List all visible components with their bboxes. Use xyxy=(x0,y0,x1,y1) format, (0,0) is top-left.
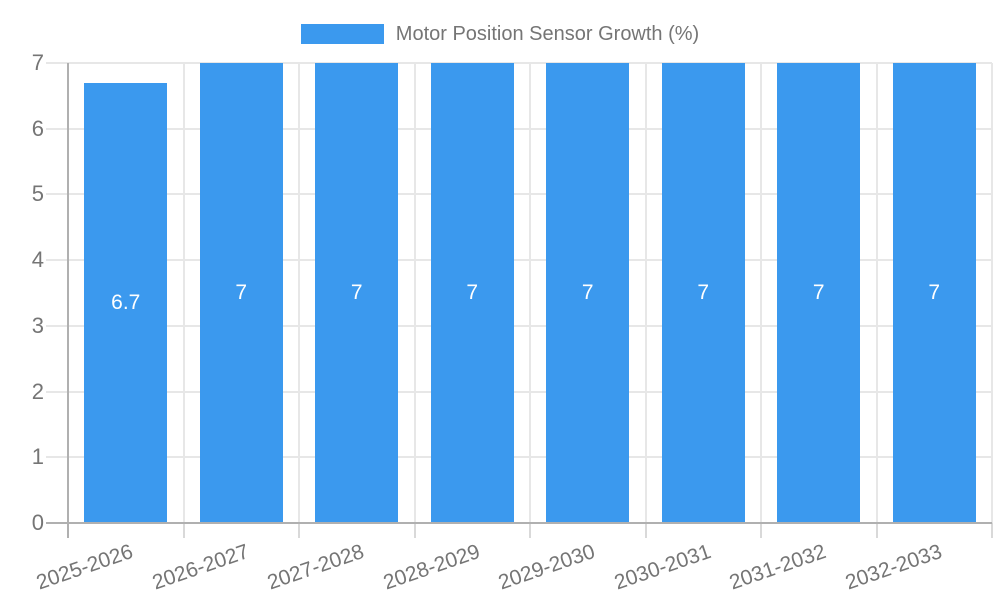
x-gridline xyxy=(991,63,993,523)
bar[interactable] xyxy=(199,63,283,523)
bar[interactable] xyxy=(315,63,399,523)
y-tick xyxy=(46,259,68,262)
x-tick xyxy=(529,523,531,538)
y-tick xyxy=(46,62,68,64)
y-tick xyxy=(46,390,68,393)
y-axis-label: 6 xyxy=(31,115,44,141)
x-gridline xyxy=(182,63,185,523)
x-axis-label: 2031-2032 xyxy=(726,540,830,595)
bar-value-label: 7 xyxy=(697,281,710,304)
bar-value-label: 7 xyxy=(466,281,479,304)
y-tick xyxy=(46,456,68,459)
bar-value-label: 6.7 xyxy=(111,290,141,314)
y-axis-label: 4 xyxy=(31,247,44,273)
bar-value-label: 7 xyxy=(235,281,248,304)
x-axis-label: 2029-2030 xyxy=(495,540,599,595)
x-gridline xyxy=(760,63,762,523)
x-axis-line xyxy=(46,522,992,524)
x-axis-label: 2030-2031 xyxy=(611,540,714,595)
x-tick xyxy=(760,523,762,538)
y-axis-label: 5 xyxy=(31,181,44,207)
y-axis-label: 3 xyxy=(31,312,44,338)
y-axis-label: 2 xyxy=(31,378,44,404)
x-tick xyxy=(182,523,185,538)
x-gridline xyxy=(413,63,416,523)
bar[interactable] xyxy=(777,63,861,523)
x-gridline xyxy=(875,63,878,523)
bar[interactable] xyxy=(661,63,745,523)
bar[interactable] xyxy=(84,82,168,523)
x-tick xyxy=(991,523,993,538)
x-axis-label: 2027-2028 xyxy=(264,540,368,595)
y-tick xyxy=(46,324,68,327)
legend-swatch xyxy=(300,24,384,44)
x-axis-label: 2026-2027 xyxy=(149,540,252,595)
bar-value-label: 7 xyxy=(581,281,594,304)
x-gridline xyxy=(644,63,647,523)
y-axis-label: 1 xyxy=(31,444,44,470)
x-axis-label: 2028-2029 xyxy=(380,540,483,595)
y-axis-label: 7 xyxy=(31,50,44,75)
x-tick xyxy=(298,523,300,538)
x-gridline xyxy=(298,63,300,523)
y-tick xyxy=(46,193,68,196)
bar[interactable] xyxy=(546,63,630,523)
bar[interactable] xyxy=(892,63,976,523)
x-tick xyxy=(875,523,878,538)
y-axis-line xyxy=(67,63,69,538)
x-tick xyxy=(413,523,416,538)
x-gridline xyxy=(529,63,531,523)
y-axis-label: 0 xyxy=(31,510,44,535)
y-tick xyxy=(46,127,68,130)
bar-value-label: 7 xyxy=(812,281,825,304)
chart-legend: Motor Position Sensor Growth (%) xyxy=(0,21,1000,47)
legend-label: Motor Position Sensor Growth (%) xyxy=(395,23,700,45)
bar-value-label: 7 xyxy=(350,281,363,304)
bar[interactable] xyxy=(430,63,514,523)
x-axis-label: 2025-2026 xyxy=(33,540,137,595)
bar-value-label: 7 xyxy=(928,281,941,304)
x-axis-label: 2032-2033 xyxy=(842,540,945,595)
x-tick xyxy=(644,523,647,538)
